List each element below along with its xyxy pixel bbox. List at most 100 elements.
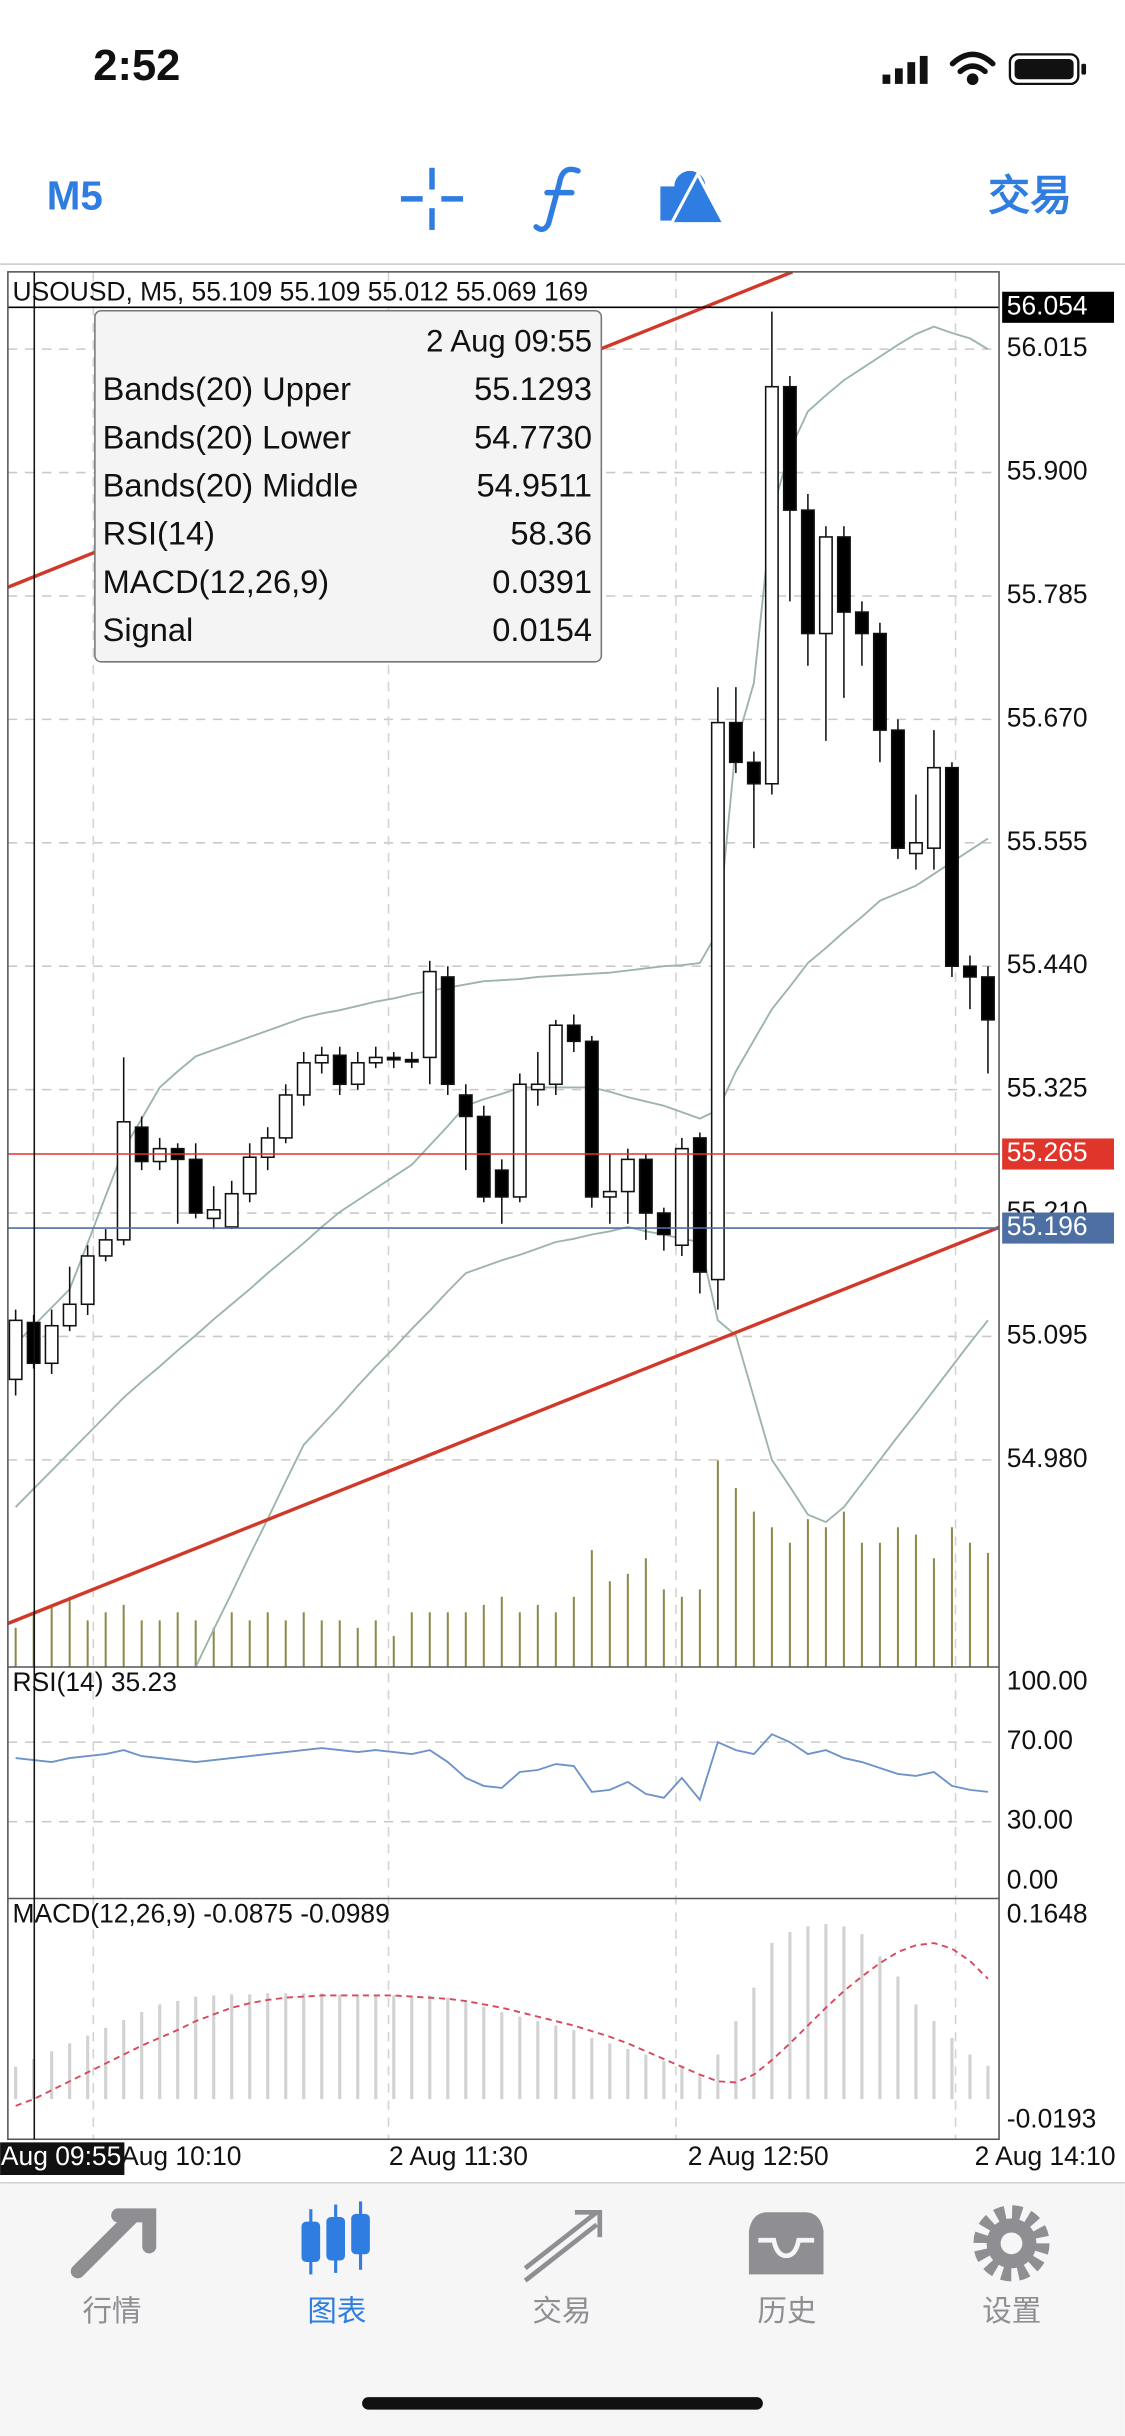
candle-body	[188, 1158, 203, 1214]
rsi-title: RSI(14) 35.23	[13, 1667, 177, 1697]
candle-body	[494, 1169, 509, 1198]
candle-body	[584, 1040, 599, 1198]
y-tick-label: 55.670	[1007, 702, 1088, 732]
candle-body	[98, 1239, 113, 1257]
y-tick-label: 55.555	[1007, 826, 1088, 856]
candle-body	[440, 976, 455, 1086]
tooltip-value: 0.0391	[492, 563, 592, 600]
macd-plot	[14, 1924, 990, 2107]
y-tick-label: -0.0193	[1007, 2104, 1097, 2134]
home-indicator	[362, 2397, 763, 2410]
candle-body	[224, 1192, 239, 1228]
candle-body	[44, 1324, 59, 1365]
tooltip-name: Bands(20) Upper	[103, 370, 351, 407]
candle-body	[926, 766, 941, 849]
candle-body	[332, 1054, 347, 1086]
tab-label[interactable]: 设置	[982, 2295, 1041, 2328]
tab-icon-settings	[973, 2205, 1050, 2282]
candle-body	[62, 1303, 77, 1327]
tab-icon-trade	[523, 2209, 603, 2283]
tab-icon-history	[748, 2212, 824, 2275]
candle-body	[980, 976, 995, 1021]
chart-title: USOUSD, M5, 55.109 55.109 55.012 55.069 …	[13, 277, 588, 307]
tooltip-name: MACD(12,26,9)	[103, 563, 330, 600]
x-tick-label: 2 Aug 14:10	[975, 2141, 1116, 2171]
crosshair-time-label: 2 Aug 09:55	[0, 2141, 121, 2171]
y-tick-label: 55.900	[1007, 456, 1088, 486]
candle-body	[368, 1056, 383, 1064]
candle-body	[692, 1137, 707, 1273]
y-tick-label: 55.095	[1007, 1319, 1088, 1349]
tooltip-value: 55.1293	[474, 370, 592, 407]
tooltip-time: 2 Aug 09:55	[426, 324, 592, 359]
crosshair-button[interactable]	[400, 167, 464, 230]
tooltip-name: Signal	[103, 611, 194, 648]
objects-button[interactable]	[660, 170, 727, 226]
tab-icon-quotes	[70, 2208, 157, 2279]
y-tick-label: 54.980	[1007, 1443, 1088, 1473]
y-tick-label: 55.440	[1007, 949, 1088, 979]
candle-body	[476, 1115, 491, 1198]
macd-title: MACD(12,26,9) -0.0875 -0.0989	[13, 1899, 390, 1929]
y-tick-label: 100.00	[1007, 1665, 1088, 1695]
tooltip-name: Bands(20) Lower	[103, 418, 351, 455]
bollinger-band	[14, 837, 989, 1508]
tab-label[interactable]: 行情	[82, 2295, 141, 2328]
signal-icon	[882, 55, 928, 84]
candle-body	[422, 970, 437, 1059]
candle-body	[80, 1255, 95, 1306]
candle-body	[908, 842, 923, 855]
tooltip-value: 54.9511	[477, 466, 592, 503]
y-tick-label: 70.00	[1007, 1725, 1073, 1755]
tooltip-name: RSI(14)	[103, 515, 215, 552]
candle-body	[386, 1056, 401, 1061]
bollinger-band	[14, 325, 989, 1345]
candle-body	[116, 1121, 131, 1241]
candle-body	[404, 1058, 419, 1063]
tab-label[interactable]: 历史	[757, 2295, 816, 2328]
y-tick-label: 0.00	[1007, 1864, 1058, 1894]
candle-body	[206, 1209, 221, 1220]
tooltip-box	[94, 309, 603, 663]
rsi-line	[15, 1733, 989, 1802]
tooltip: 2 Aug 09:55 Bands(20) Upper 55.1293 Bands(…	[94, 309, 603, 663]
candle-body	[260, 1137, 275, 1159]
chart-frame	[7, 271, 1000, 2141]
price-marker-label: 55.265	[1007, 1137, 1088, 1167]
tooltip-value: 0.0154	[492, 611, 592, 648]
price-marker-label: 56.054	[1007, 290, 1088, 320]
x-tick-label: 2 Aug 12:50	[688, 2141, 829, 2171]
candle-body	[728, 721, 743, 764]
candle-body	[962, 965, 977, 978]
crosshair-time-box	[0, 2142, 125, 2175]
battery-icon	[1008, 53, 1087, 86]
tooltip-value: 58.36	[510, 515, 592, 552]
candle-body	[638, 1158, 653, 1214]
candle-body	[548, 1024, 563, 1086]
candle-body	[890, 729, 905, 849]
candle-body	[8, 1319, 23, 1381]
tooltip-name: Bands(20) Middle	[103, 466, 359, 503]
candle-body	[350, 1062, 365, 1086]
candle-body	[278, 1094, 293, 1139]
candle-body	[134, 1126, 149, 1163]
tab-label[interactable]: 图表	[307, 2295, 366, 2328]
price-marker-box	[1002, 1138, 1115, 1170]
tab-icon-chart	[301, 2201, 370, 2275]
candle-body	[800, 509, 815, 635]
axes: 56.015 55.900 55.785 55.670 55.555 55.440 55.3…	[0, 290, 1116, 2175]
tab-label[interactable]: 交易	[532, 2295, 591, 2328]
clock: 2:52	[93, 42, 180, 90]
timeframe-button[interactable]: M5	[47, 173, 103, 219]
candle-body	[566, 1024, 581, 1043]
y-tick-label: 55.325	[1007, 1073, 1088, 1103]
trend-line[interactable]	[7, 1225, 1000, 1626]
y-tick-label: 30.00	[1007, 1805, 1073, 1835]
signal-line	[15, 1942, 989, 2107]
candle-body	[242, 1156, 257, 1195]
indicators-button[interactable]	[533, 166, 581, 233]
trade-button[interactable]: 交易	[988, 172, 1072, 219]
candle-body	[782, 385, 797, 511]
